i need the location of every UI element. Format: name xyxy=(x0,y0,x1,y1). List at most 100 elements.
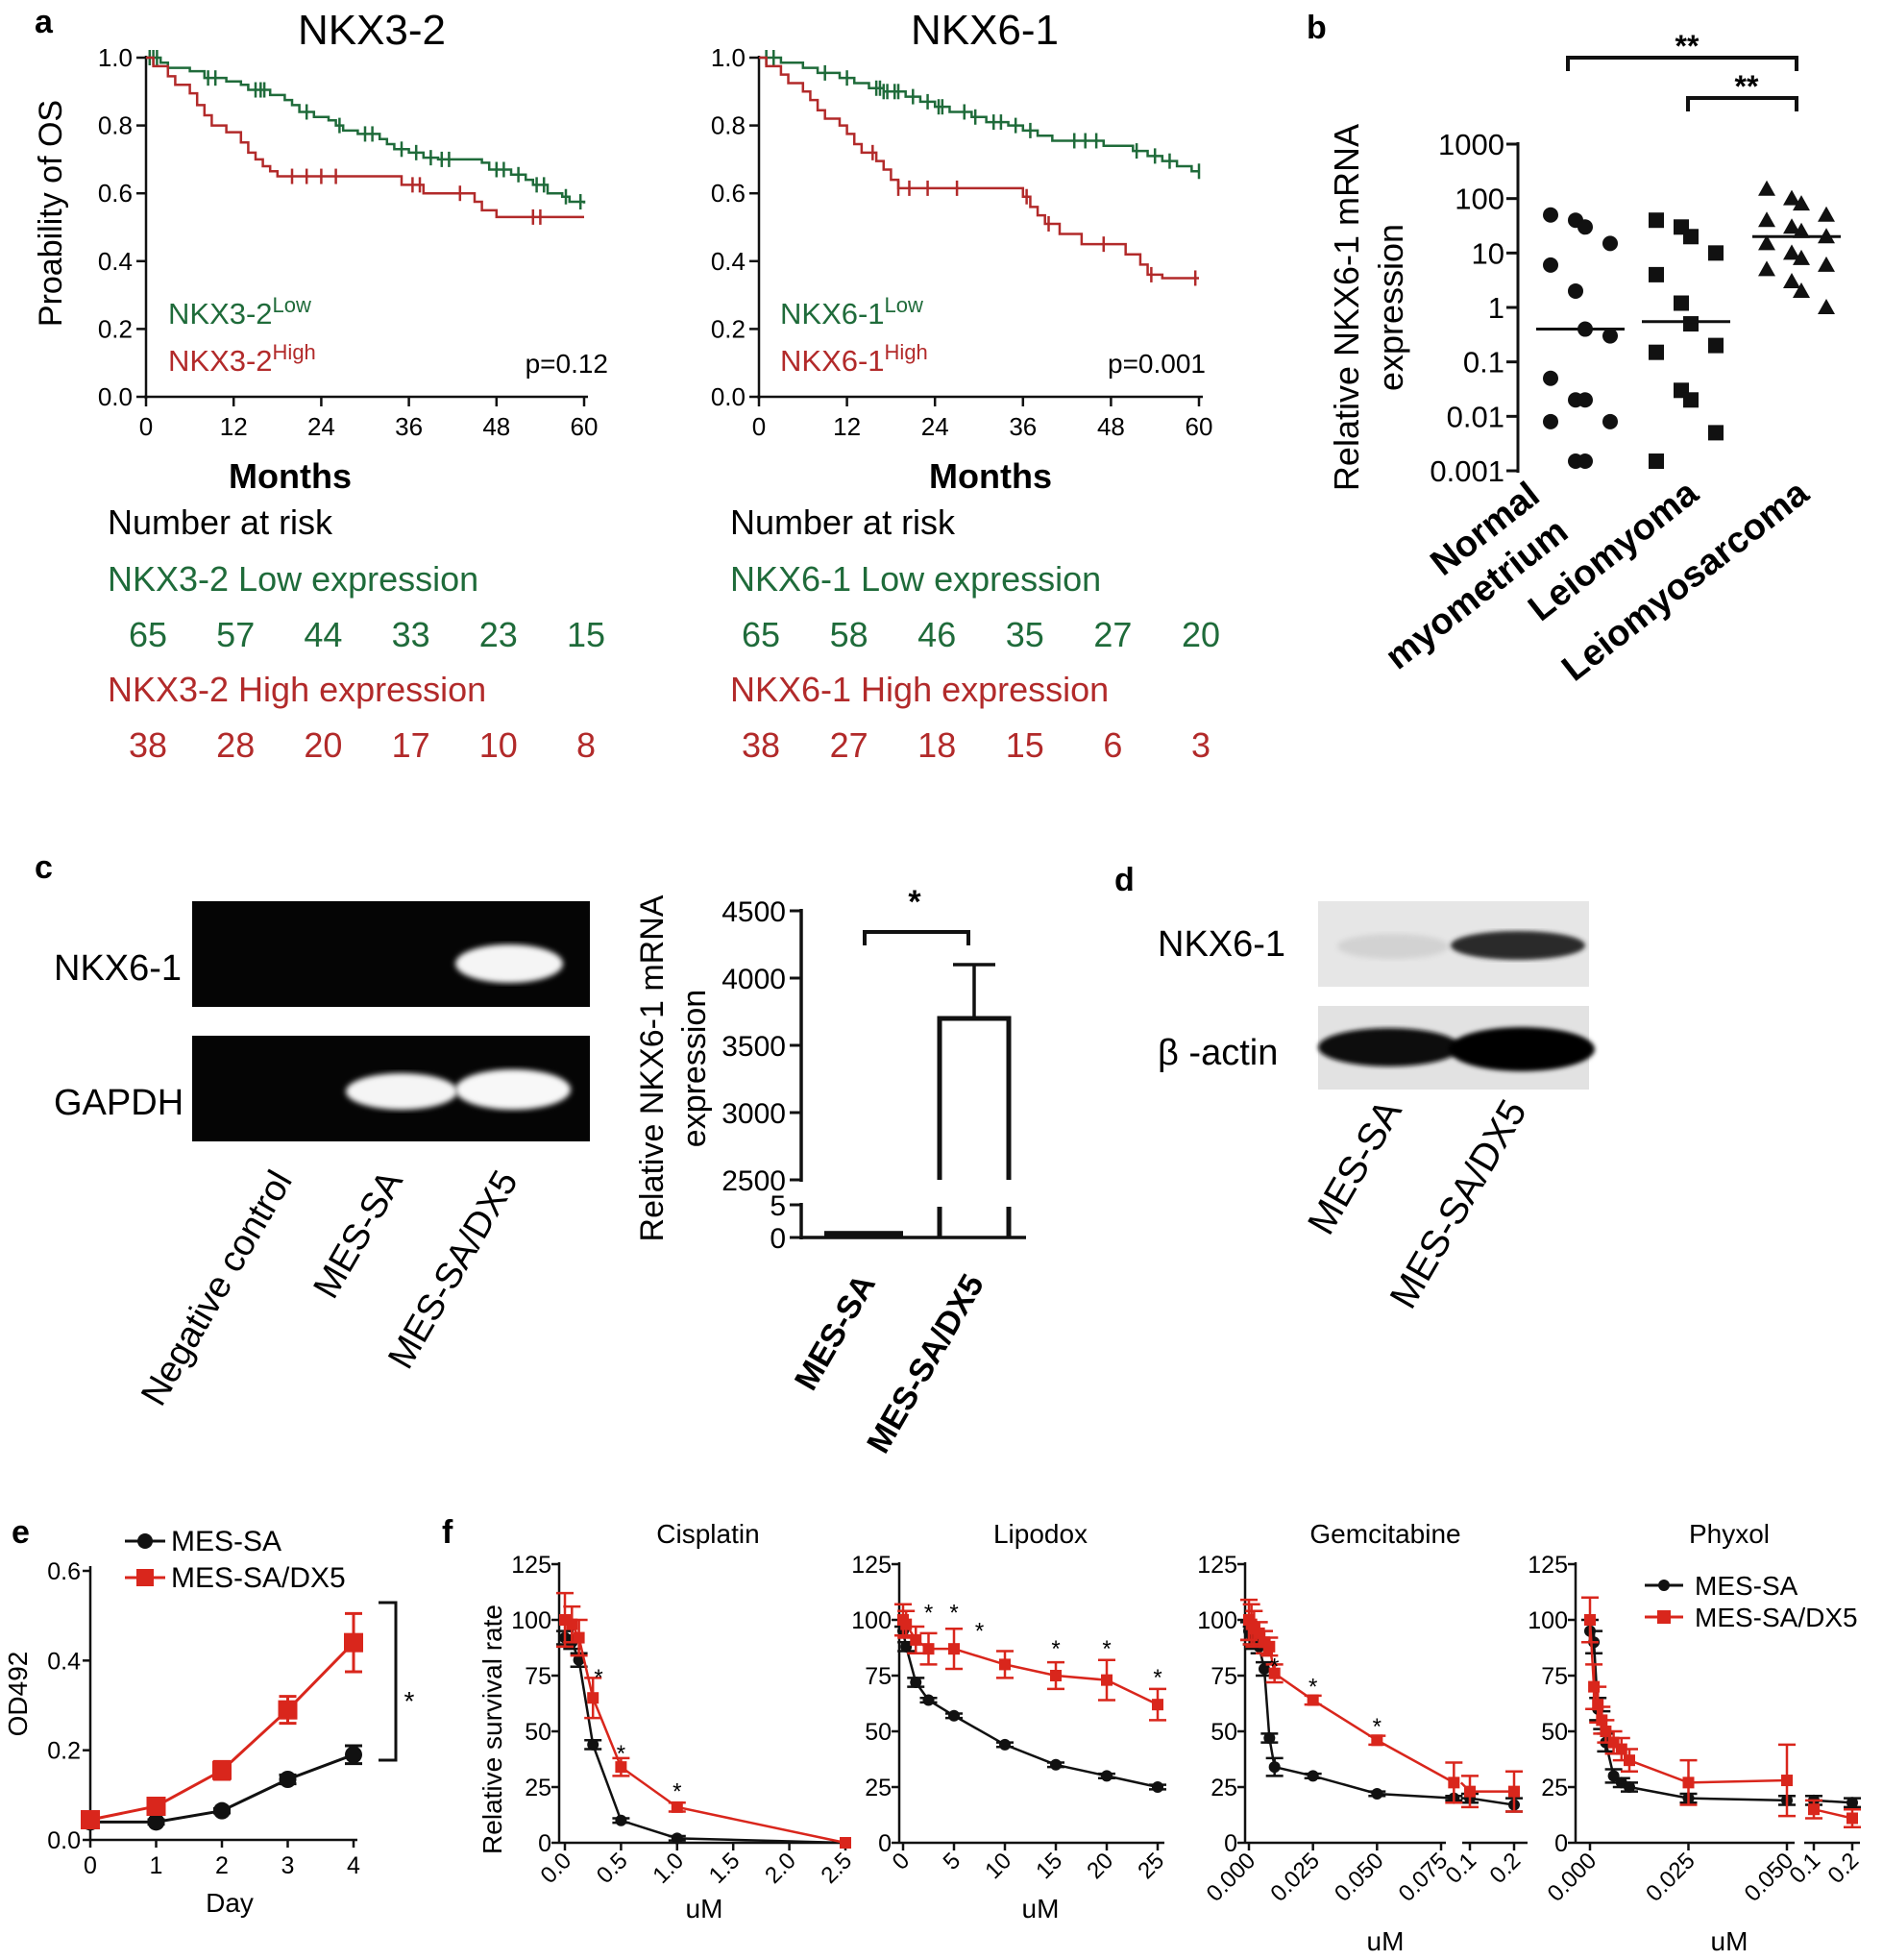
x-tick-label: 0.050 xyxy=(1330,1848,1389,1907)
data-point-mes-sa xyxy=(948,1709,960,1722)
risk-count-low: 44 xyxy=(304,615,342,654)
x-tick-label: 48 xyxy=(1097,412,1125,441)
x-tick-label: 0 xyxy=(888,1848,916,1875)
km1-legend-low: NKX3-2Low xyxy=(168,293,311,331)
data-point-mes-sa-dx5 xyxy=(1682,1776,1695,1789)
risk-count-high: 20 xyxy=(304,725,342,765)
x-tick-label: 0.2 xyxy=(1823,1848,1865,1889)
data-point-mes-sa-dx5 xyxy=(587,1692,599,1704)
y-tick-label: 50 xyxy=(865,1719,892,1746)
b-point-leiomyosarcoma xyxy=(1793,195,1810,211)
km1-legend-high: NKX3-2High xyxy=(168,340,316,378)
y-tick-label: 75 xyxy=(1541,1663,1568,1690)
y-tick-label: 25 xyxy=(525,1775,551,1801)
x-tick-label: 0 xyxy=(139,412,153,441)
b-point-normal xyxy=(1577,219,1593,235)
y-tick-label: 50 xyxy=(1210,1719,1237,1746)
km2-curves xyxy=(759,50,1201,286)
e-significance: * xyxy=(404,1686,415,1716)
data-point-mes-sa xyxy=(1263,1731,1276,1744)
km2-risk-low-row: 65 58 46 35 27 20 xyxy=(742,615,1220,654)
km1-risk-heading: Number at risk xyxy=(108,502,333,542)
risk-count-low: 46 xyxy=(917,615,956,654)
data-point-mes-sa-dx5 xyxy=(1508,1785,1520,1798)
km2-p-value: p=0.001 xyxy=(1108,349,1206,379)
data-point-mes-sa-dx5 xyxy=(1584,1614,1596,1626)
significance-star: * xyxy=(594,1665,602,1691)
b-point-leiomyoma xyxy=(1708,245,1724,261)
e-legend-marker-mes-sa xyxy=(137,1533,153,1549)
f1-title: Cisplatin xyxy=(656,1519,759,1549)
b-point-leiomyosarcoma xyxy=(1818,206,1835,222)
x-tick-label: 0 xyxy=(752,412,766,441)
data-point-mes-sa xyxy=(671,1832,683,1845)
data-point-mes-sa-dx5 xyxy=(1307,1694,1319,1706)
x-tick-label: 12 xyxy=(833,412,861,441)
risk-count-low: 35 xyxy=(1006,615,1044,654)
y-tick-label: 125 xyxy=(1197,1552,1237,1579)
data-point-mes-sa-dx5 xyxy=(1781,1775,1793,1787)
b-significance-2: ** xyxy=(1735,69,1759,104)
x-tick-label: 2.0 xyxy=(760,1848,801,1889)
b-point-leiomyoma xyxy=(1649,266,1664,282)
b-point-leiomyosarcoma xyxy=(1758,211,1775,228)
c-y-tick-label: 0 xyxy=(770,1223,786,1255)
x-tick-label: 0.050 xyxy=(1740,1848,1799,1907)
series-line-mes-sa-dx5 xyxy=(564,1618,846,1845)
b-point-leiomyosarcoma xyxy=(1793,282,1810,298)
c-bar-mes-sa-dx5-lower xyxy=(937,1207,1012,1237)
series-line-mes-sa xyxy=(1247,1629,1455,1800)
x-tick-label: 36 xyxy=(395,412,423,441)
km1-y-label: Proability of OS xyxy=(33,100,69,327)
x-tick-label: 0.5 xyxy=(592,1848,633,1889)
x-tick-label: 2.5 xyxy=(817,1848,858,1889)
km1-risk-low-row: 65 57 44 33 23 15 xyxy=(129,615,605,654)
y-tick-label: 25 xyxy=(1210,1775,1237,1801)
y-tick-label: 0.4 xyxy=(98,247,133,276)
data-point-mes-sa-dx5 xyxy=(840,1837,851,1849)
x-tick-label: 0.1 xyxy=(1785,1848,1826,1889)
x-tick-label: 12 xyxy=(220,412,248,441)
blot-band-actin-dx5 xyxy=(1449,1027,1595,1071)
risk-count-low: 65 xyxy=(742,615,780,654)
e-x-tick-label: 0 xyxy=(84,1852,97,1879)
y-tick-label: 0.2 xyxy=(711,314,746,343)
km1-risk-high-row: 38 28 20 17 10 8 xyxy=(129,725,596,765)
f2-x-label: uM xyxy=(1022,1894,1060,1923)
x-tick-label: 24 xyxy=(307,412,335,441)
y-tick-label: 0 xyxy=(1554,1830,1568,1857)
b-significance-bracket-2 xyxy=(1686,96,1798,111)
gel-band-gapdh-messa xyxy=(346,1073,457,1110)
blot-label-nkx6-1: NKX6-1 xyxy=(1158,924,1285,965)
b-point-normal xyxy=(1577,392,1593,408)
data-point-mes-sa-dx5 xyxy=(615,1761,627,1774)
x-tick-label: 25 xyxy=(1133,1848,1169,1884)
b-point-leiomyoma xyxy=(1683,229,1699,245)
y-tick-label: 50 xyxy=(1541,1719,1568,1746)
panel-label-a: a xyxy=(35,4,54,40)
data-point-mes-sa-dx5 xyxy=(1371,1734,1383,1747)
f4-legend: MES-SA MES-SA/DX5 xyxy=(1645,1571,1858,1632)
series-line-mes-sa-dx5 xyxy=(901,1619,1159,1706)
b-point-leiomyosarcoma xyxy=(1818,299,1835,314)
e-point-mes-sa-dx5 xyxy=(278,1700,298,1720)
c-bar-mes-sa xyxy=(824,1231,903,1237)
km1-risk-low-label: NKX3-2 Low expression xyxy=(108,559,478,599)
data-point-mes-sa xyxy=(900,1640,913,1653)
km1-p-value: p=0.12 xyxy=(526,349,608,379)
series-line-mes-sa xyxy=(1588,1630,1788,1802)
risk-count-high: 6 xyxy=(1103,725,1122,765)
km1-x-label: Months xyxy=(229,456,352,496)
c-y-label: Relative NKX6-1 mRNA expression xyxy=(634,894,713,1241)
km-plot-nkx6-1: NKX6-1 0.00.20.40.60.81.00 12 24 36 48 60 NKX… xyxy=(711,7,1220,765)
c-significance-bracket xyxy=(863,930,970,945)
km2-risk-heading: Number at risk xyxy=(730,502,956,542)
x-tick-label: 20 xyxy=(1082,1848,1118,1884)
risk-count-high: 38 xyxy=(742,725,780,765)
y-tick-label: 0.8 xyxy=(711,111,746,140)
data-point-mes-sa-dx5 xyxy=(1101,1674,1113,1686)
f3-title: Gemcitabine xyxy=(1309,1519,1460,1549)
km2-risk-high-row: 38 27 18 15 6 3 xyxy=(742,725,1210,765)
series-line-mes-sa-dx5 xyxy=(1588,1619,1788,1784)
